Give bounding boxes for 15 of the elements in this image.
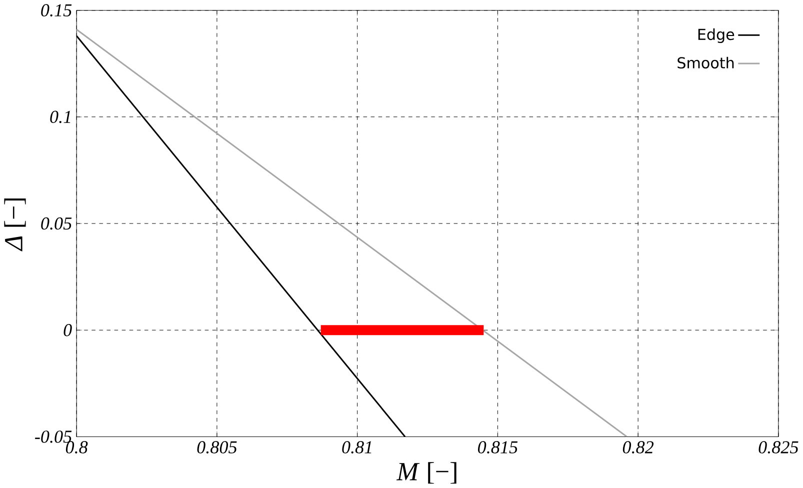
- y-tick-label: 0.1: [50, 110, 70, 124]
- y-tick-label: 0.15: [41, 4, 72, 17]
- y-tick-label: -0.05: [35, 430, 72, 443]
- x-tick-label: 0.825: [758, 441, 798, 454]
- x-tick-label: 0.8: [66, 441, 88, 454]
- legend-label: Edge: [698, 28, 734, 44]
- x-tick-label: 0.805: [197, 441, 237, 454]
- x-axis-title: M [−]: [396, 462, 456, 484]
- y-tick-label: 0: [64, 324, 72, 336]
- legend-label: Smooth: [678, 56, 734, 69]
- y-axis-title: Δ [−]: [4, 198, 26, 252]
- y-tick-label: 0.05: [41, 217, 72, 230]
- x-tick-label: 0.82: [622, 441, 654, 454]
- x-tick-label: 0.81: [342, 441, 372, 454]
- x-tick-label: 0.815: [478, 441, 518, 454]
